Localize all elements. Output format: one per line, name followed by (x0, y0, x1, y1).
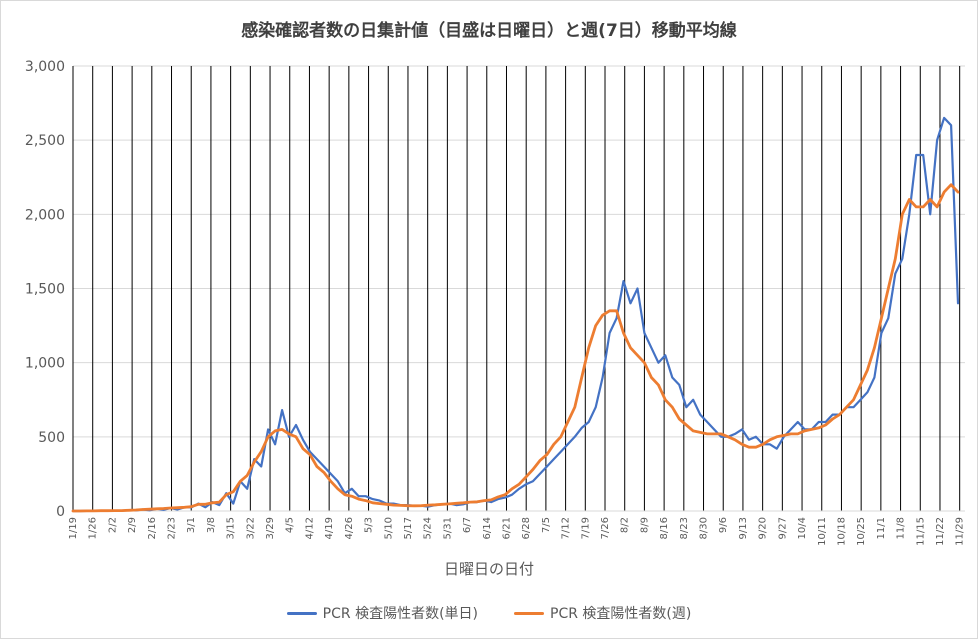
x-tick-label: 10/11 (817, 517, 828, 546)
x-tick-label: 1/26 (88, 517, 99, 539)
x-tick-label: 8/30 (699, 517, 710, 539)
chart-title: 感染確認者数の日集計値（目盛は日曜日）と週(7日）移動平均線 (241, 21, 737, 41)
y-tick-label: 3,000 (25, 59, 65, 75)
x-tick-label: 2/2 (107, 517, 118, 533)
x-tick-label: 8/9 (639, 517, 650, 533)
x-tick-label: 5/31 (442, 517, 453, 539)
x-tick-label: 8/16 (659, 517, 670, 539)
x-tick-label: 5/24 (423, 517, 434, 539)
legend-label-daily: PCR 検査陽性者数(単日) (322, 606, 478, 622)
x-tick-label: 10/4 (797, 517, 808, 539)
legend-item-weekly[interactable]: PCR 検査陽性者数(週) (514, 603, 691, 623)
x-tick-label: 11/29 (955, 517, 966, 546)
x-tick-label: 7/26 (600, 517, 611, 539)
x-tick-label: 11/1 (876, 517, 887, 539)
x-tick-label: 9/20 (758, 517, 769, 539)
y-tick-label: 1,500 (25, 282, 65, 298)
x-tick-label: 7/5 (541, 517, 552, 533)
legend-item-daily[interactable]: PCR 検査陽性者数(単日) (286, 603, 478, 623)
x-tick-label: 11/22 (935, 517, 946, 546)
legend: PCR 検査陽性者数(単日) PCR 検査陽性者数(週) (0, 603, 978, 623)
x-tick-label: 4/26 (344, 517, 355, 539)
x-tick-label: 9/13 (738, 517, 749, 539)
x-tick-label: 9/6 (718, 517, 729, 533)
y-tick-label: 2,000 (25, 207, 65, 223)
x-tick-label: 4/5 (285, 517, 296, 533)
x-tick-label: 6/28 (521, 517, 532, 539)
x-tick-label: 8/2 (620, 517, 631, 533)
x-tick-label: 10/25 (856, 517, 867, 546)
x-tick-label: 3/1 (186, 517, 197, 533)
series-line-weekly (71, 183, 960, 513)
x-tick-label: 2/9 (127, 517, 138, 533)
legend-swatch-daily (286, 611, 317, 615)
x-tick-label: 3/15 (226, 517, 237, 539)
legend-swatch-weekly (514, 611, 544, 615)
y-tick-label: 0 (56, 504, 65, 520)
x-axis-label: 日曜日の日付 (443, 560, 534, 578)
x-tick-label: 11/15 (915, 517, 926, 546)
x-tick-label: 3/29 (265, 517, 276, 539)
x-tick-label: 5/3 (364, 517, 375, 533)
x-tick-label: 4/12 (304, 517, 315, 539)
x-tick-label: 2/16 (147, 517, 158, 539)
x-tick-label: 3/8 (206, 517, 217, 533)
series-line-daily (71, 116, 960, 513)
x-tick-label: 1/19 (68, 517, 79, 539)
x-tick-label: 6/7 (462, 517, 473, 533)
y-tick-label: 2,500 (25, 133, 65, 149)
x-tick-label: 5/10 (383, 517, 394, 539)
x-tick-label: 10/18 (836, 517, 847, 546)
legend-label-weekly: PCR 検査陽性者数(週) (550, 606, 692, 622)
x-tick-label: 6/21 (501, 517, 512, 539)
x-tick-label: 4/19 (324, 517, 335, 539)
x-tick-label: 6/14 (482, 517, 493, 539)
x-tick-label: 11/8 (896, 517, 907, 539)
y-tick-label: 500 (38, 430, 65, 446)
x-tick-label: 2/23 (167, 517, 178, 539)
x-tick-label: 7/12 (561, 517, 572, 539)
x-tick-label: 3/22 (245, 517, 256, 539)
x-tick-label: 5/17 (403, 517, 414, 539)
y-tick-label: 1,000 (25, 356, 65, 372)
x-tick-label: 7/19 (580, 517, 591, 539)
x-tick-label: 9/27 (777, 517, 788, 539)
x-tick-label: 8/23 (679, 517, 690, 539)
